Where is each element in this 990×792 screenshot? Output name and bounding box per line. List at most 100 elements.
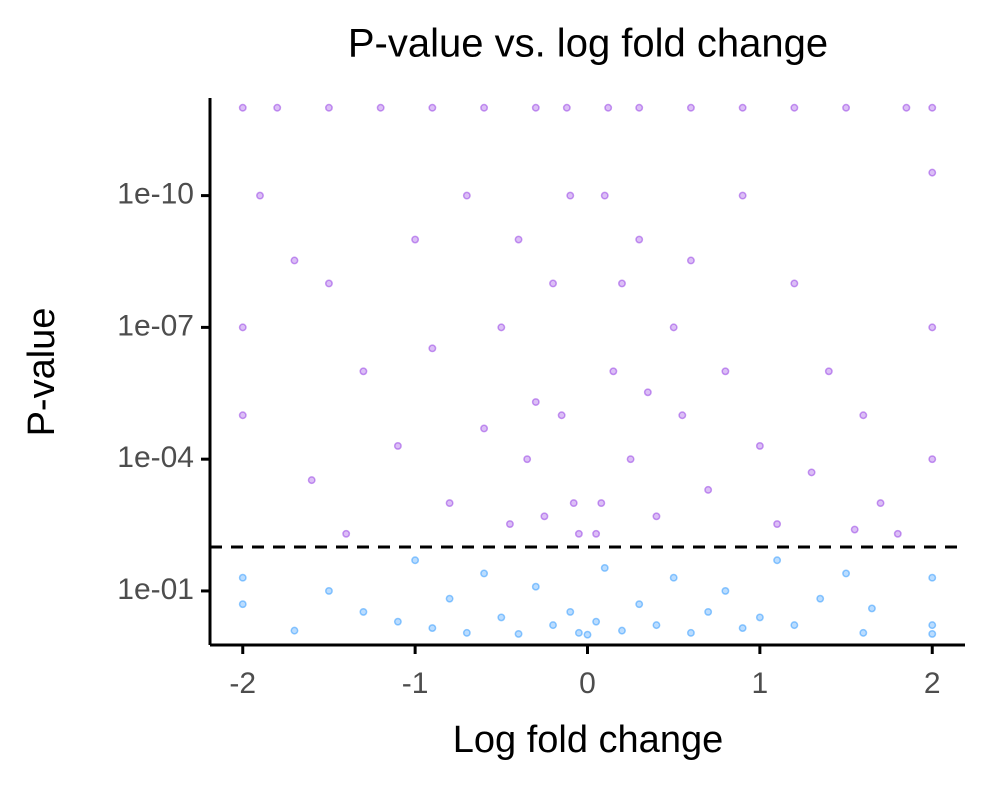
point <box>597 499 606 508</box>
point <box>523 455 532 464</box>
point <box>626 455 635 464</box>
x-tick-label: 0 <box>579 667 596 700</box>
point <box>273 103 282 112</box>
point <box>738 191 747 200</box>
point <box>635 600 644 609</box>
point <box>505 520 514 529</box>
point <box>600 564 609 572</box>
point <box>445 499 454 508</box>
point <box>428 103 437 112</box>
point <box>531 398 540 406</box>
point <box>635 235 644 244</box>
point <box>686 256 695 265</box>
point <box>462 628 471 637</box>
point <box>256 191 264 200</box>
y-tick-label: 1e-04 <box>117 441 194 474</box>
point <box>704 485 713 494</box>
point <box>928 168 937 177</box>
point <box>549 621 557 630</box>
y-tick-label: 1e-01 <box>117 573 194 606</box>
point <box>635 103 644 112</box>
point <box>686 628 695 637</box>
point <box>557 411 566 420</box>
point <box>238 573 247 582</box>
point <box>738 103 747 112</box>
chart-title: P-value vs. log fold change <box>348 22 828 66</box>
point <box>893 529 902 538</box>
point <box>324 586 333 595</box>
point <box>600 191 609 200</box>
point <box>790 103 799 112</box>
point <box>850 525 859 534</box>
point <box>359 367 368 376</box>
point <box>928 629 937 638</box>
x-tick-label: -2 <box>229 667 256 700</box>
point <box>618 279 626 288</box>
point <box>324 103 333 112</box>
point <box>514 235 523 244</box>
point <box>324 279 333 288</box>
point <box>859 411 868 420</box>
point <box>583 630 592 639</box>
point <box>393 617 402 626</box>
point <box>428 344 437 353</box>
point <box>569 499 578 508</box>
point <box>480 569 489 578</box>
point <box>928 323 937 332</box>
point <box>652 621 661 630</box>
point <box>411 556 420 565</box>
point <box>928 573 937 582</box>
point <box>618 626 626 635</box>
point <box>592 529 601 538</box>
point <box>562 103 571 112</box>
point <box>549 279 557 288</box>
point <box>824 367 833 376</box>
point <box>393 441 402 450</box>
point <box>928 103 937 112</box>
point <box>566 607 575 616</box>
point <box>790 621 799 630</box>
y-tick-label: 1e-10 <box>117 178 194 211</box>
point <box>480 424 489 433</box>
point <box>652 512 661 521</box>
point <box>928 455 937 464</box>
point <box>669 323 678 332</box>
y-axis-label: P-value <box>21 308 63 437</box>
point <box>842 569 851 578</box>
point <box>928 621 937 630</box>
point <box>816 594 825 603</box>
point <box>867 604 876 613</box>
point <box>497 613 506 622</box>
point <box>566 191 575 200</box>
point <box>790 279 799 288</box>
point <box>359 607 368 616</box>
point <box>480 103 489 112</box>
point <box>773 520 782 529</box>
point <box>604 103 613 112</box>
point <box>721 586 730 595</box>
x-axis-label: Log fold change <box>453 719 723 761</box>
point <box>609 367 618 376</box>
y-tick-label: 1e-07 <box>117 309 194 342</box>
point <box>859 628 868 637</box>
point <box>342 529 351 538</box>
x-tick-label: 2 <box>924 667 941 700</box>
point <box>574 529 583 538</box>
point <box>376 103 385 112</box>
point <box>462 191 471 200</box>
point <box>238 600 247 609</box>
point <box>643 388 652 397</box>
point <box>540 512 549 521</box>
point <box>411 235 420 244</box>
point <box>704 607 713 616</box>
x-tick-label: 1 <box>752 667 769 700</box>
point <box>428 624 437 633</box>
point <box>445 594 454 603</box>
point <box>574 628 583 637</box>
point <box>738 624 747 633</box>
point <box>807 468 816 477</box>
point <box>307 476 316 485</box>
point <box>238 103 247 112</box>
point <box>238 323 247 332</box>
